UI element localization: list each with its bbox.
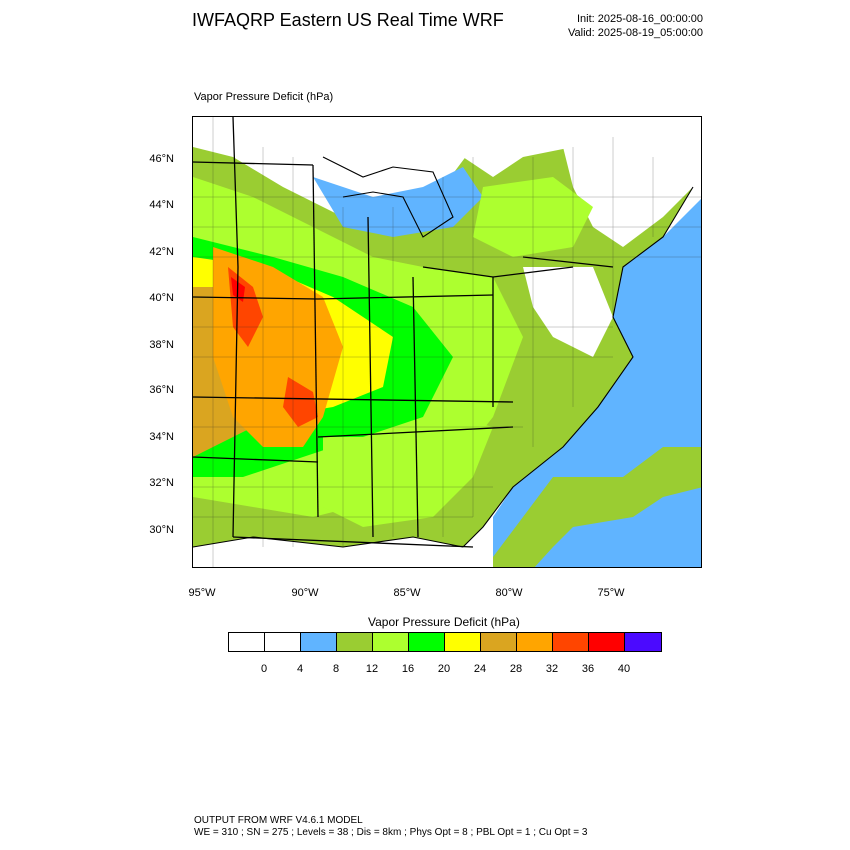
lat-label: 32°N — [149, 477, 174, 489]
lakes-blue — [313, 167, 483, 237]
lat-label: 36°N — [149, 384, 174, 396]
lat-label: 34°N — [149, 431, 174, 443]
lat-label: 42°N — [149, 246, 174, 258]
colorbar-swatch — [301, 633, 337, 651]
lon-label: 90°W — [291, 587, 319, 599]
colorbar-label: 4 — [296, 663, 304, 675]
colorbar-swatch — [373, 633, 409, 651]
colorbar-swatch — [589, 633, 625, 651]
midatlantic-white — [523, 267, 613, 357]
colorbar — [228, 632, 662, 652]
lat-label: 30°N — [149, 524, 174, 536]
colorbar-swatch — [481, 633, 517, 651]
colorbar-label: 40 — [617, 663, 631, 675]
coastline — [193, 156, 694, 548]
colorbar-label: 16 — [401, 663, 415, 675]
colorbar-label: 28 — [509, 663, 523, 675]
northeast-white — [563, 117, 701, 247]
lat-label: 46°N — [149, 153, 174, 165]
valid-time: Valid: 2025-08-19_05:00:00 — [568, 27, 703, 39]
southeast-green — [323, 417, 493, 527]
lon-label: 75°W — [597, 587, 625, 599]
colorbar-label: 20 — [437, 663, 451, 675]
colorbar-swatch — [229, 633, 265, 651]
colorbar-title: Vapor Pressure Deficit (hPa) — [368, 615, 520, 629]
colorbar-label: 32 — [545, 663, 559, 675]
model-info: OUTPUT FROM WRF V4.6.1 MODEL — [194, 815, 363, 826]
lon-label: 80°W — [495, 587, 523, 599]
lat-label: 44°N — [149, 199, 174, 211]
colorbar-swatch — [337, 633, 373, 651]
map-title: IWFAQRP Eastern US Real Time WRF — [192, 10, 504, 30]
county-lines — [193, 117, 701, 567]
map-panel — [192, 116, 702, 568]
colorbar-swatch — [517, 633, 553, 651]
colorbar-swatch — [625, 633, 661, 651]
orangered-zone-2 — [283, 377, 318, 427]
colorbar-swatch — [445, 633, 481, 651]
atlantic-blue-lower — [534, 487, 701, 567]
colorbar-label: 36 — [581, 663, 595, 675]
lon-label: 85°W — [393, 587, 421, 599]
lat-label: 38°N — [149, 339, 174, 351]
colorbar-swatch — [553, 633, 589, 651]
colorbar-label: 24 — [473, 663, 487, 675]
lon-label: 95°W — [188, 587, 216, 599]
model-parameters: WE = 310 ; SN = 275 ; Levels = 38 ; Dis … — [194, 827, 588, 838]
colorbar-swatch — [265, 633, 301, 651]
colorbar-label: 8 — [332, 663, 340, 675]
colorbar-label: 12 — [365, 663, 379, 675]
vpd-map — [193, 117, 701, 567]
field-label: Vapor Pressure Deficit (hPa) — [194, 91, 334, 103]
lat-label: 40°N — [149, 292, 174, 304]
colorbar-swatch — [409, 633, 445, 651]
init-time: Init: 2025-08-16_00:00:00 — [577, 13, 703, 25]
colorbar-label: 0 — [260, 663, 268, 675]
